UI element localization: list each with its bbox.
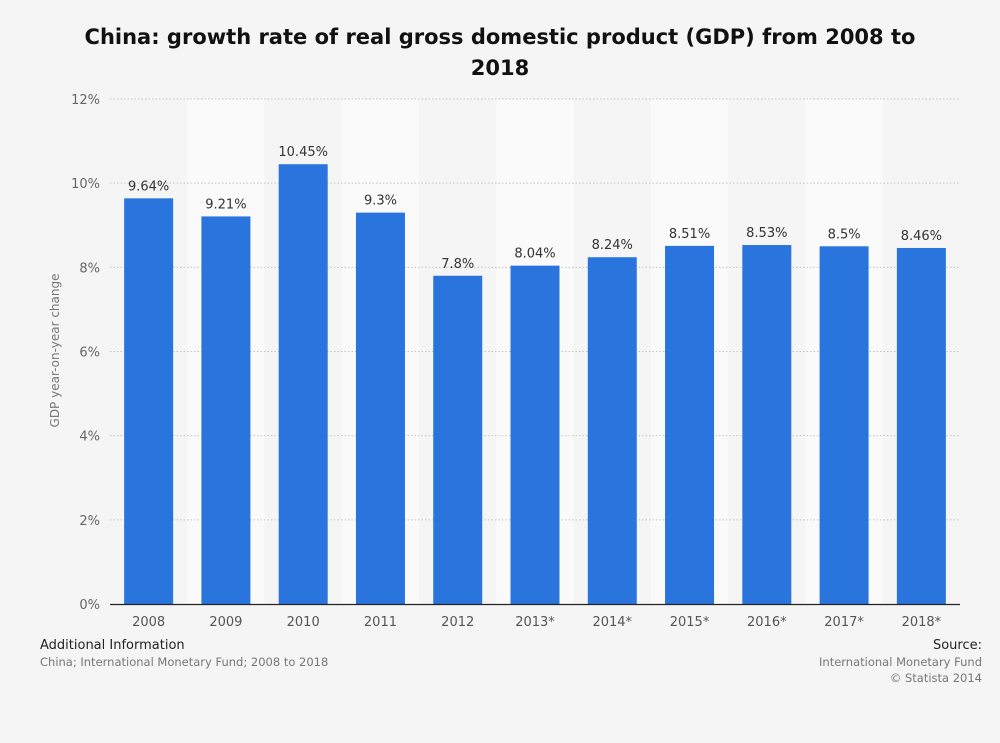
x-tick-label: 2009 bbox=[209, 615, 242, 630]
y-tick-label: 6% bbox=[79, 346, 100, 361]
additional-information: Additional Information China; Internatio… bbox=[40, 637, 328, 670]
source-text: International Monetary Fund bbox=[819, 655, 982, 669]
y-tick-label: 0% bbox=[79, 598, 100, 613]
bar bbox=[587, 257, 637, 604]
y-tick-label: 4% bbox=[79, 430, 100, 445]
x-tick-label: 2017* bbox=[824, 615, 864, 630]
data-label: 9.64% bbox=[128, 179, 169, 194]
bar bbox=[742, 245, 792, 604]
data-label: 8.46% bbox=[901, 229, 942, 244]
source-info: Source: International Monetary Fund © St… bbox=[819, 637, 982, 686]
x-tick-label: 2008 bbox=[132, 615, 165, 630]
y-axis-label: GDP year-on-year change bbox=[48, 274, 62, 428]
x-tick-label: 2011 bbox=[364, 615, 397, 630]
data-label: 7.8% bbox=[441, 257, 474, 272]
data-label: 9.3% bbox=[364, 194, 397, 209]
additional-information-text: China; International Monetary Fund; 2008… bbox=[40, 655, 329, 669]
bar bbox=[278, 164, 328, 604]
data-label: 8.24% bbox=[592, 238, 633, 253]
bar bbox=[124, 198, 174, 605]
data-label: 8.5% bbox=[828, 227, 861, 242]
bar bbox=[819, 246, 869, 604]
copyright-text: © Statista 2014 bbox=[889, 671, 982, 685]
bar bbox=[510, 265, 560, 604]
bar bbox=[433, 275, 483, 604]
x-tick-label: 2012 bbox=[441, 615, 474, 630]
bar bbox=[201, 216, 251, 604]
bar bbox=[355, 212, 405, 604]
data-label: 8.51% bbox=[669, 227, 710, 242]
data-label: 8.53% bbox=[746, 226, 787, 241]
bar bbox=[896, 247, 946, 604]
y-tick-label: 10% bbox=[71, 177, 100, 192]
y-tick-label: 2% bbox=[79, 514, 100, 529]
additional-information-heading[interactable]: Additional Information bbox=[40, 638, 185, 653]
y-tick-label: 12% bbox=[71, 93, 100, 108]
x-tick-label: 2016* bbox=[747, 615, 787, 630]
x-tick-label: 2018* bbox=[902, 615, 942, 630]
x-tick-label: 2010 bbox=[287, 615, 320, 630]
data-label: 9.21% bbox=[205, 197, 246, 212]
data-label: 10.45% bbox=[278, 145, 328, 160]
chart-title: China: growth rate of real gross domesti… bbox=[84, 25, 916, 80]
x-tick-label: 2015* bbox=[670, 615, 710, 630]
x-tick-label: 2013* bbox=[515, 615, 555, 630]
source-heading[interactable]: Source: bbox=[932, 638, 982, 653]
y-tick-label: 8% bbox=[79, 261, 100, 276]
bar bbox=[665, 245, 715, 604]
x-tick-label: 2014* bbox=[592, 615, 632, 630]
data-label: 8.04% bbox=[514, 247, 555, 262]
